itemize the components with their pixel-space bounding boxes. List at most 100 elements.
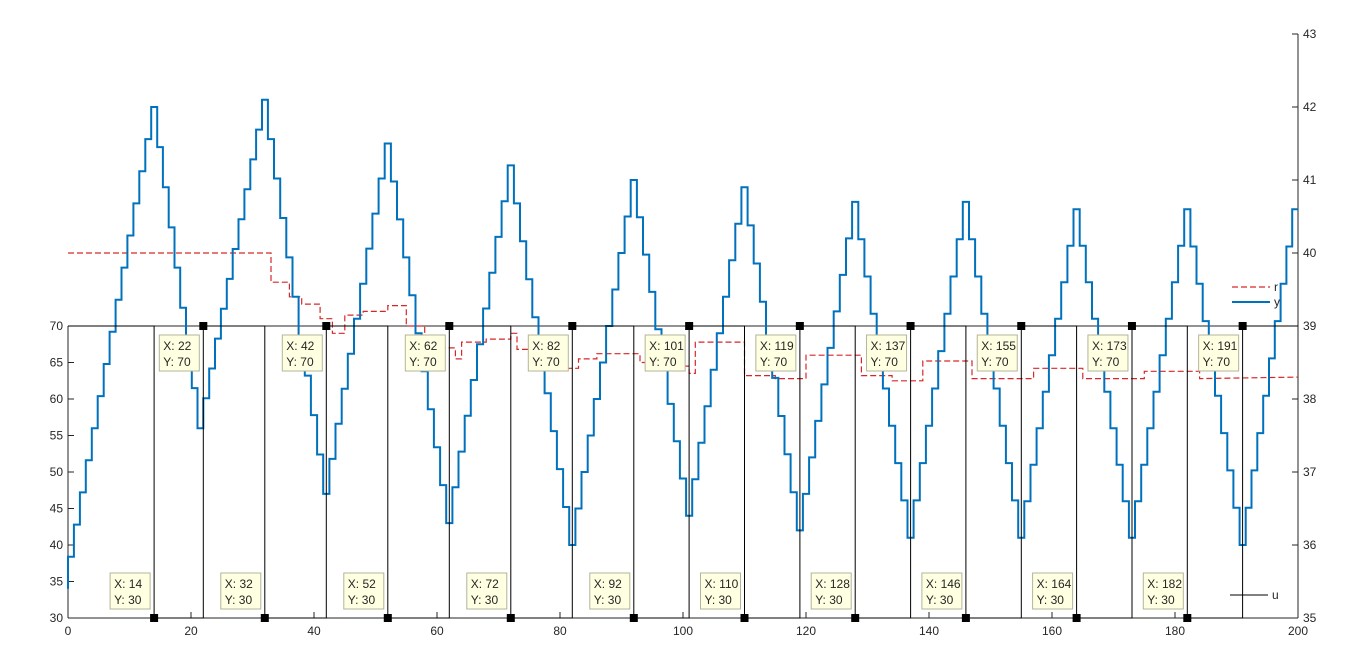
datatip-y-label: Y: 70 <box>1092 355 1120 369</box>
datatip-marker <box>1127 322 1136 330</box>
datatip-y-label: Y: 70 <box>409 355 437 369</box>
series-line-r <box>68 252 1299 382</box>
datatip-box <box>343 572 385 610</box>
datatip-x-label: X: 146 <box>926 577 961 591</box>
datatip-marker <box>383 614 392 622</box>
datatip-y-label: Y: 70 <box>760 355 788 369</box>
datatip-marker <box>906 322 915 330</box>
datatip-box <box>976 334 1018 372</box>
datatip-marker <box>1017 322 1026 330</box>
datatip-marker <box>445 322 454 330</box>
datatip-box <box>755 334 797 372</box>
y-right-tick-label: 42 <box>1303 100 1317 114</box>
y-left-tick-label: 40 <box>50 538 64 552</box>
datatip-marker <box>685 322 694 330</box>
datatip-marker <box>199 322 208 330</box>
datatip-y-label: Y: 30 <box>926 593 954 607</box>
datatip-box <box>527 334 569 372</box>
datatip-box <box>1142 572 1184 610</box>
x-tick-label: 40 <box>307 624 321 638</box>
datatip-x-label: X: 52 <box>348 577 376 591</box>
datatip-x-label: X: 155 <box>981 339 1016 353</box>
datatip-box <box>220 572 262 610</box>
y-right-tick-label: 38 <box>1303 392 1317 406</box>
y-left-tick-label: 50 <box>50 465 64 479</box>
x-tick-label: 120 <box>796 624 816 638</box>
datatip-box <box>589 572 631 610</box>
datatip-x-label: X: 72 <box>471 577 499 591</box>
datatip-y-label: Y: 30 <box>225 593 253 607</box>
y-left-tick-label: 45 <box>50 502 64 516</box>
datatip-x-label: X: 14 <box>114 577 142 591</box>
datatip-x-label: X: 22 <box>163 339 191 353</box>
datatip-y-label: Y: 30 <box>594 593 622 607</box>
datatip-marker <box>1072 614 1081 622</box>
datatips-group: X: 22 Y: 70 X: 42 Y: 70 X: 62 Y: 70 X: 82 Y: 70… <box>109 322 1247 622</box>
y-left-tick-label: 65 <box>50 356 64 370</box>
datatip-y-label: Y: 70 <box>1203 355 1231 369</box>
datatip-x-label: X: 32 <box>225 577 253 591</box>
x-tick-label: 20 <box>184 624 198 638</box>
x-tick-label: 180 <box>1165 624 1185 638</box>
legend-label-r: r <box>1274 280 1278 294</box>
datatip-marker <box>568 322 577 330</box>
datatip-x-label: X: 128 <box>815 577 850 591</box>
datatip-y-label: Y: 30 <box>1037 593 1065 607</box>
datatip-y-label: Y: 30 <box>114 593 142 607</box>
datatip-x-label: X: 92 <box>594 577 622 591</box>
y-right-tick-label: 35 <box>1303 611 1317 625</box>
datatip-y-label: Y: 70 <box>163 355 191 369</box>
datatip-marker <box>740 614 749 622</box>
datatip-y-label: Y: 30 <box>348 593 376 607</box>
x-tick-label: 140 <box>919 624 939 638</box>
datatip-box <box>644 334 686 372</box>
datatip-x-label: X: 137 <box>871 339 906 353</box>
datatip-box <box>866 334 908 372</box>
x-tick-label: 0 <box>65 624 72 638</box>
y-right-tick-label: 36 <box>1303 538 1317 552</box>
x-tick-label: 200 <box>1288 624 1308 638</box>
y-right-tick-label: 40 <box>1303 246 1317 260</box>
x-tick-label: 100 <box>673 624 693 638</box>
y-left-tick-label: 35 <box>50 575 64 589</box>
axes-group: 0 20 40 60 80 100 120 140 160 180 200 30 35 40 45 50 55 6… <box>50 27 1317 638</box>
datatip-box <box>158 334 200 372</box>
datatip-box <box>921 572 963 610</box>
datatip-y-label: Y: 30 <box>471 593 499 607</box>
datatip-marker <box>1183 614 1192 622</box>
series-line-y <box>67 98 1298 589</box>
datatip-box <box>700 572 741 610</box>
y-left-tick-label: 55 <box>50 429 64 443</box>
datatip-y-label: Y: 70 <box>532 355 560 369</box>
y-right-tick-label: 39 <box>1303 319 1317 333</box>
x-tick-label: 60 <box>430 624 444 638</box>
datatip-box <box>1087 334 1129 372</box>
datatip-marker <box>795 322 804 330</box>
datatip-x-label: X: 82 <box>532 339 560 353</box>
datatip-x-label: X: 119 <box>760 339 794 353</box>
y-right-tick-label: 41 <box>1303 173 1317 187</box>
datatip-x-label: X: 110 <box>705 577 739 591</box>
datatip-y-label: Y: 70 <box>871 355 899 369</box>
datatip-x-label: X: 191 <box>1203 339 1238 353</box>
datatip-marker <box>506 614 515 622</box>
datatip-y-label: Y: 70 <box>981 355 1009 369</box>
datatip-box <box>810 572 852 610</box>
datatip-x-label: X: 62 <box>409 339 437 353</box>
datatip-x-label: X: 173 <box>1092 339 1127 353</box>
datatip-y-label: Y: 70 <box>649 355 677 369</box>
datatip-y-label: Y: 30 <box>815 593 843 607</box>
datatip-y-label: Y: 70 <box>286 355 314 369</box>
legend-label-y: y <box>1274 295 1280 309</box>
datatip-box <box>109 572 151 610</box>
datatip-marker <box>851 614 860 622</box>
datatip-x-label: X: 164 <box>1037 577 1072 591</box>
legend-label-u: u <box>1272 588 1279 602</box>
datatip-box <box>1032 572 1074 610</box>
datatip-y-label: Y: 30 <box>1147 593 1175 607</box>
datatip-box <box>466 572 508 610</box>
y-right-tick-label: 37 <box>1303 465 1317 479</box>
datatip-x-label: X: 101 <box>649 339 684 353</box>
y-right-tick-label: 43 <box>1303 27 1317 41</box>
